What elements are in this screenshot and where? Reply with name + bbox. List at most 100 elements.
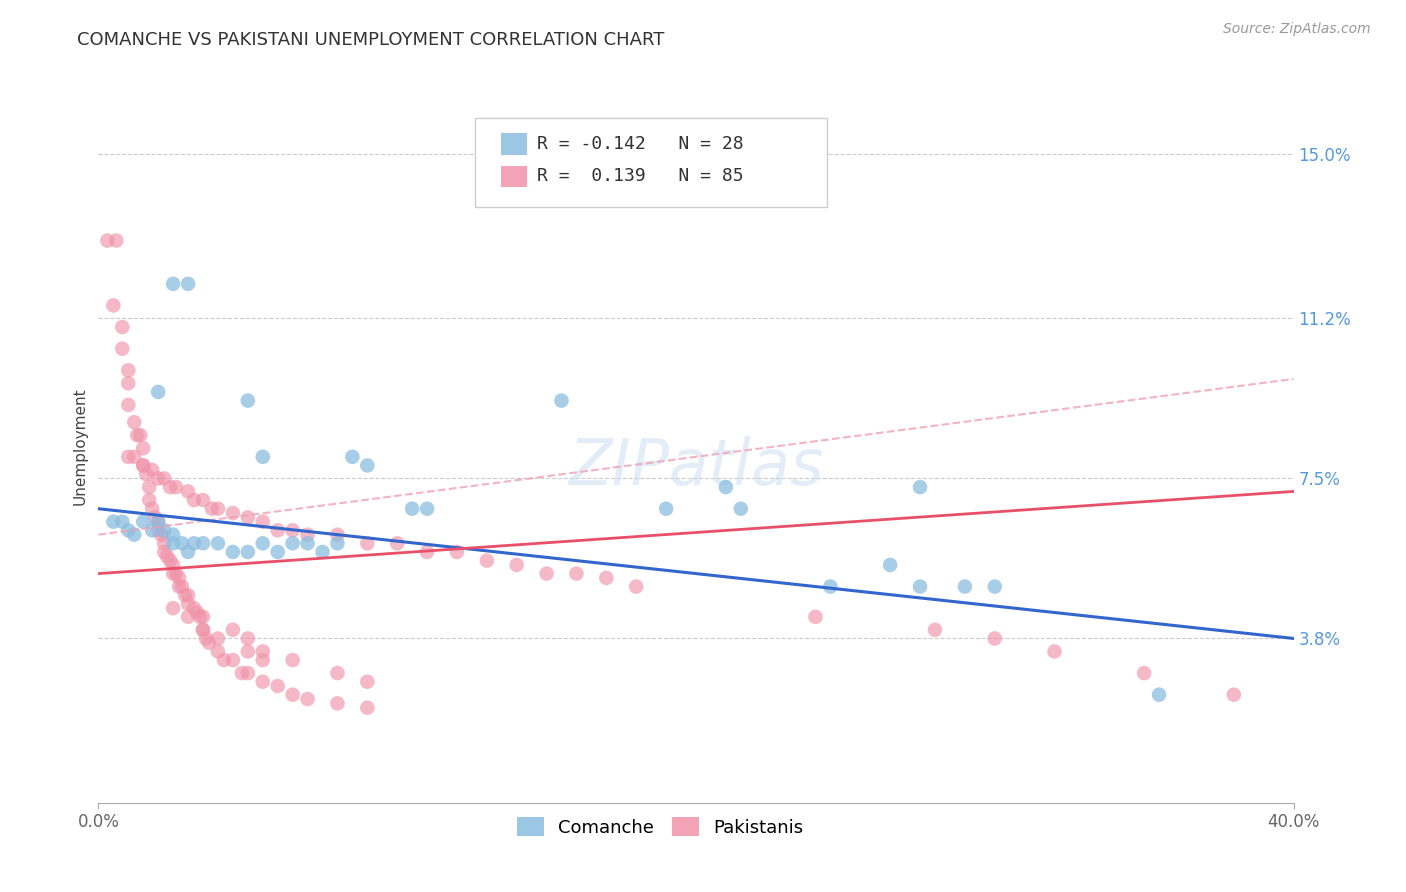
Point [626, 580, 648, 594]
Point [1223, 688, 1246, 702]
Point [188, 610, 211, 624]
Point [183, 536, 205, 550]
Y-axis label: Unemployment: Unemployment [72, 387, 87, 505]
Point [252, 536, 274, 550]
Point [132, 458, 155, 473]
Point [103, 298, 125, 312]
Point [236, 644, 259, 658]
Point [401, 501, 423, 516]
Point [127, 428, 149, 442]
Point [297, 692, 319, 706]
Point [281, 688, 304, 702]
Point [536, 566, 558, 581]
Point [124, 415, 146, 429]
Point [141, 463, 163, 477]
Point [655, 501, 678, 516]
Point [162, 527, 184, 541]
Point [148, 384, 170, 399]
Point [356, 536, 378, 550]
Point [714, 480, 737, 494]
Point [281, 653, 304, 667]
Point [212, 653, 235, 667]
Point [150, 527, 173, 541]
Point [207, 536, 229, 550]
Point [153, 545, 176, 559]
Point [191, 536, 214, 550]
Text: Source: ZipAtlas.com: Source: ZipAtlas.com [1223, 22, 1371, 37]
Point [1147, 688, 1170, 702]
Point [446, 545, 468, 559]
Point [252, 674, 274, 689]
Point [191, 493, 214, 508]
Point [252, 450, 274, 464]
Point [159, 480, 181, 494]
Point [222, 623, 245, 637]
FancyBboxPatch shape [475, 118, 828, 207]
Point [117, 398, 139, 412]
Point [153, 471, 176, 485]
Point [252, 515, 274, 529]
Point [177, 277, 200, 291]
Point [297, 536, 319, 550]
Point [148, 515, 170, 529]
Point [908, 480, 931, 494]
Point [267, 524, 290, 538]
Point [475, 553, 498, 567]
Point [207, 501, 229, 516]
Point [177, 588, 200, 602]
Point [132, 458, 155, 473]
Point [908, 580, 931, 594]
Point [141, 524, 163, 538]
Point [117, 450, 139, 464]
Point [207, 632, 229, 646]
Point [186, 606, 208, 620]
Point [297, 527, 319, 541]
Point [138, 480, 160, 494]
Point [111, 515, 134, 529]
Point [124, 527, 146, 541]
Point [117, 376, 139, 391]
Point [153, 524, 176, 538]
Point [183, 493, 205, 508]
Point [132, 515, 155, 529]
Point [111, 320, 134, 334]
Point [153, 536, 176, 550]
Point [138, 493, 160, 508]
Point [207, 644, 229, 658]
Point [820, 580, 842, 594]
Point [984, 580, 1007, 594]
Point [326, 696, 349, 710]
Point [236, 545, 259, 559]
Text: COMANCHE VS PAKISTANI UNEMPLOYMENT CORRELATION CHART: COMANCHE VS PAKISTANI UNEMPLOYMENT CORRE… [77, 31, 665, 49]
Bar [501, 166, 527, 187]
Point [953, 580, 976, 594]
Point [167, 580, 190, 594]
Point [222, 545, 245, 559]
Point [162, 536, 184, 550]
Point [148, 471, 170, 485]
Point [117, 363, 139, 377]
Point [156, 549, 179, 564]
Point [356, 674, 378, 689]
Point [148, 524, 170, 538]
Point [1043, 644, 1066, 658]
Point [804, 610, 827, 624]
Point [172, 580, 194, 594]
Text: R = -0.142   N = 28: R = -0.142 N = 28 [537, 136, 744, 153]
Point [550, 393, 572, 408]
Point [506, 558, 529, 572]
Point [281, 536, 304, 550]
Point [162, 566, 184, 581]
Point [165, 566, 187, 581]
Point [177, 610, 200, 624]
Point [191, 623, 214, 637]
Point [191, 623, 214, 637]
Point [117, 524, 139, 538]
Point [252, 644, 274, 658]
Point [267, 545, 290, 559]
Point [191, 610, 214, 624]
Point [326, 527, 349, 541]
Point [879, 558, 901, 572]
Point [96, 234, 118, 248]
Point [252, 653, 274, 667]
